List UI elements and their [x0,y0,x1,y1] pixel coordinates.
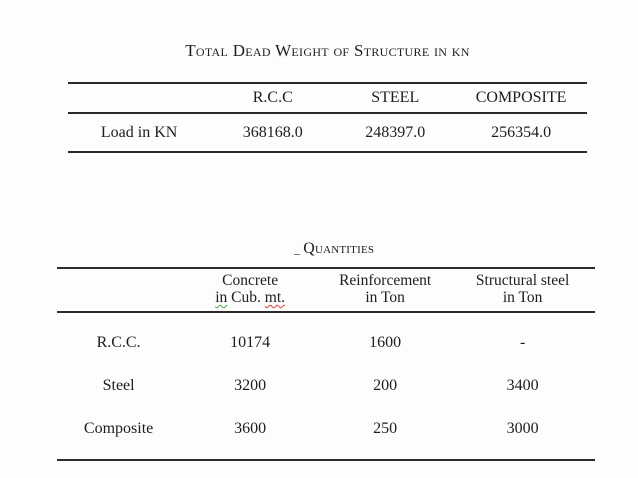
dead-weight-header-rcc: R.C.C [252,89,293,106]
quantities-table-body: R.C.C. 10174 1600 - Steel 3200 200 3400 … [57,313,595,461]
concrete-value: 3600 [234,419,267,437]
reinforcement-header-line2: in Ton [365,289,405,306]
caption-stray-mark: _ [294,242,301,256]
quantities-header-structural: Structural steel in Ton [450,272,595,306]
grammar-squiggle-word: in [215,289,228,306]
dead-weight-header-row: R.C.C STEEL COMPOSITE [68,84,587,114]
reinforcement-value: 200 [373,376,398,394]
quantities-header-concrete: Concrete in Cub. mt. [180,272,320,306]
reinforcement-value: 250 [373,419,398,437]
structural-header-line2: in Ton [502,289,543,306]
dead-weight-header-composite: COMPOSITE [475,89,567,106]
row-label: R.C.C. [96,333,141,351]
quantities-table-caption: _ Quantities [294,240,374,258]
dead-weight-value-rcc: 368168.0 [242,123,303,141]
row-label: Steel [102,376,135,394]
row-label: Composite [83,419,154,437]
structural-steel-value: 3400 [506,376,539,394]
dead-weight-value-composite: 256354.0 [491,123,552,141]
dead-weight-data-row: Load in KN 368168.0 248397.0 256354.0 [68,114,587,153]
quantities-header-row: Concrete in Cub. mt. Reinforcement in To… [57,269,595,313]
dead-weight-header-steel: STEEL [371,89,420,106]
reinforcement-header-line1: Reinforcement [339,272,432,289]
dead-weight-table-caption: Total Dead Weight of Structure in kn [185,41,470,60]
concrete-header-line2: in Cub. mt. [180,289,320,306]
concrete-value: 3200 [234,376,267,394]
reinforcement-value: 1600 [369,333,402,351]
structural-header-line1: Structural steel [475,272,570,289]
quantities-table: Concrete in Cub. mt. Reinforcement in To… [57,267,595,461]
structural-steel-value: - [519,333,526,351]
quantities-row-composite: Composite 3600 250 3000 [57,407,595,450]
concrete-header-line1: Concrete [222,272,279,289]
dead-weight-row-label: Load in KN [100,123,178,141]
dead-weight-table: R.C.C STEEL COMPOSITE Load in KN 368168.… [68,82,587,153]
quantities-caption-text: Quantities [303,240,375,257]
concrete-unit-word: Cub. [231,289,261,306]
concrete-value: 10174 [230,333,271,351]
dead-weight-value-steel: 248397.0 [365,123,426,141]
quantities-row-rcc: R.C.C. 10174 1600 - [57,321,595,364]
structural-steel-value: 3000 [506,419,539,437]
quantities-row-steel: Steel 3200 200 3400 [57,364,595,407]
quantities-header-reinforcement: Reinforcement in Ton [320,272,450,306]
spelling-squiggle-word: mt. [264,289,286,306]
